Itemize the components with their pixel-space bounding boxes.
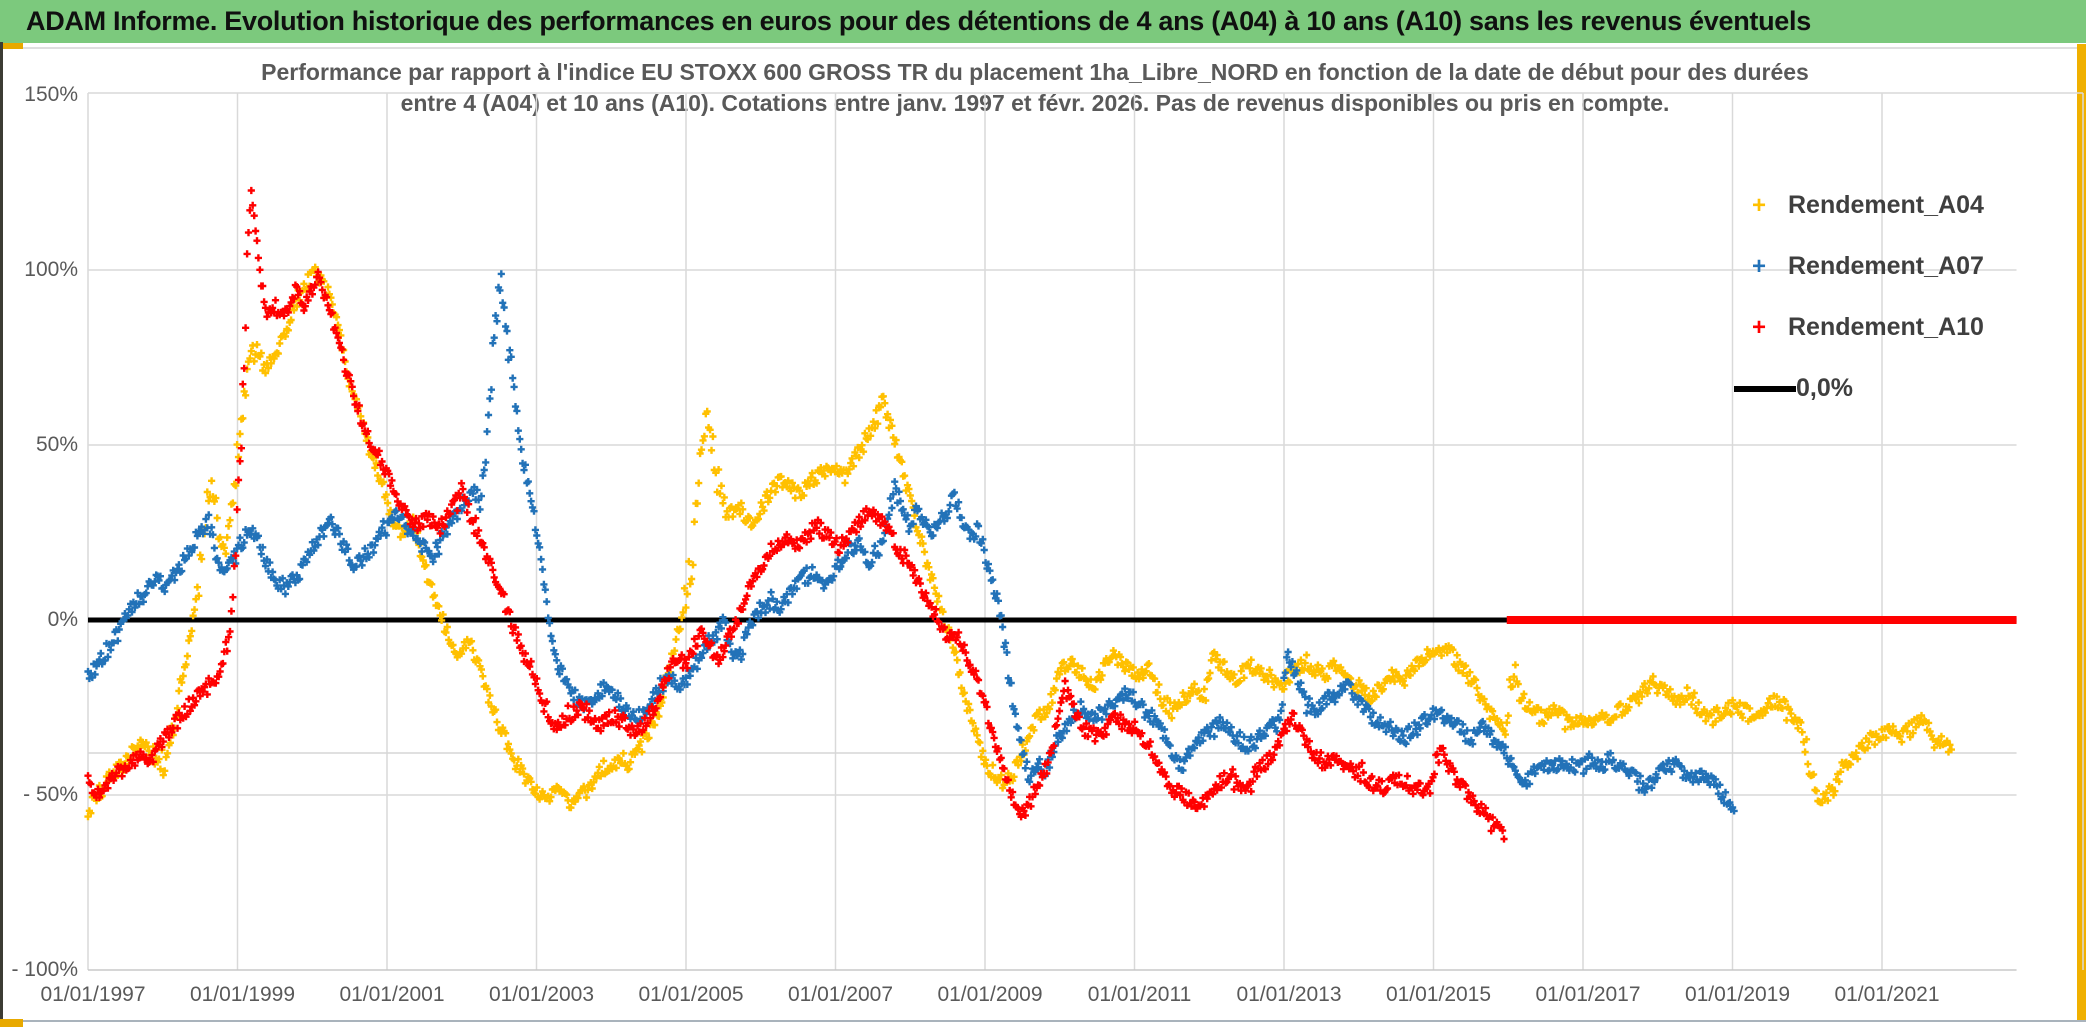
x-tick-label: 01/01/2007 [787,983,894,1006]
y-tick-label: 0% [47,608,78,631]
legend-item-rendement-a07[interactable]: + Rendement_A07 [1742,236,2072,297]
y-tick-label: - 50% [23,783,78,806]
chart-subtitle-line2: entre 4 (A04) et 10 ans (A10). Cotations… [400,90,1670,116]
chart-legend: + Rendement_A04 + Rendement_A07 + Rendement_A… [1734,175,2072,419]
y-tick-label: 150% [24,83,78,106]
x-tick-label: 01/01/2015 [1385,983,1492,1006]
legend-item-rendement-a04[interactable]: + Rendement_A04 [1742,175,2072,236]
legend-item-zero-line[interactable]: 0,0% [1734,358,2072,419]
legend-label: Rendement_A07 [1788,252,1984,280]
x-tick-label: 01/01/2017 [1535,983,1641,1006]
x-tick-label: 01/01/2019 [1684,983,1791,1006]
banner-underline [0,47,2086,49]
series-rendement_a07 [84,270,1738,815]
series-rendement_a04 [84,263,1955,821]
x-tick-label: 01/01/2005 [638,983,744,1006]
series-rendement_a10 [84,186,1508,843]
legend-label: Rendement_A10 [1788,313,1984,341]
x-tick-label: 01/01/1997 [40,983,146,1006]
plus-marker-icon: + [1751,252,1766,280]
page-title: ADAM Informe. Evolution historique des p… [26,6,1811,36]
x-tick-label: 01/01/2021 [1834,983,1940,1006]
x-tick-label: 01/01/2013 [1236,983,1342,1006]
gold-accent-top-left [0,43,23,49]
y-tick-label: 50% [35,433,78,456]
x-tick-label: 01/01/2011 [1087,983,1192,1006]
x-tick-label: 01/01/2009 [937,983,1043,1006]
chart-subtitle: Performance par rapport à l'indice EU ST… [160,57,1910,119]
y-tick-label: 100% [24,258,78,281]
x-tick-label: 01/01/2001 [339,983,445,1006]
x-tick-label: 01/01/2003 [488,983,595,1006]
bottom-divider [0,1020,2086,1022]
plus-marker-icon: + [1751,313,1766,341]
chart-subtitle-line1: Performance par rapport à l'indice EU ST… [261,59,1809,85]
plus-marker-icon: + [1751,191,1766,219]
gold-accent-bottom-left [0,1019,23,1027]
left-edge-strip [0,42,3,1021]
x-tick-label: 01/01/1999 [189,983,296,1006]
line-swatch-icon [1734,385,1796,392]
legend-label: Rendement_A04 [1788,191,1984,219]
legend-item-rendement-a10[interactable]: + Rendement_A10 [1742,297,2072,358]
legend-label: 0,0% [1796,374,1853,402]
title-banner: ADAM Informe. Evolution historique des p… [0,0,2086,43]
y-tick-label: - 100% [11,958,78,981]
right-edge-strip [2077,44,2086,1022]
